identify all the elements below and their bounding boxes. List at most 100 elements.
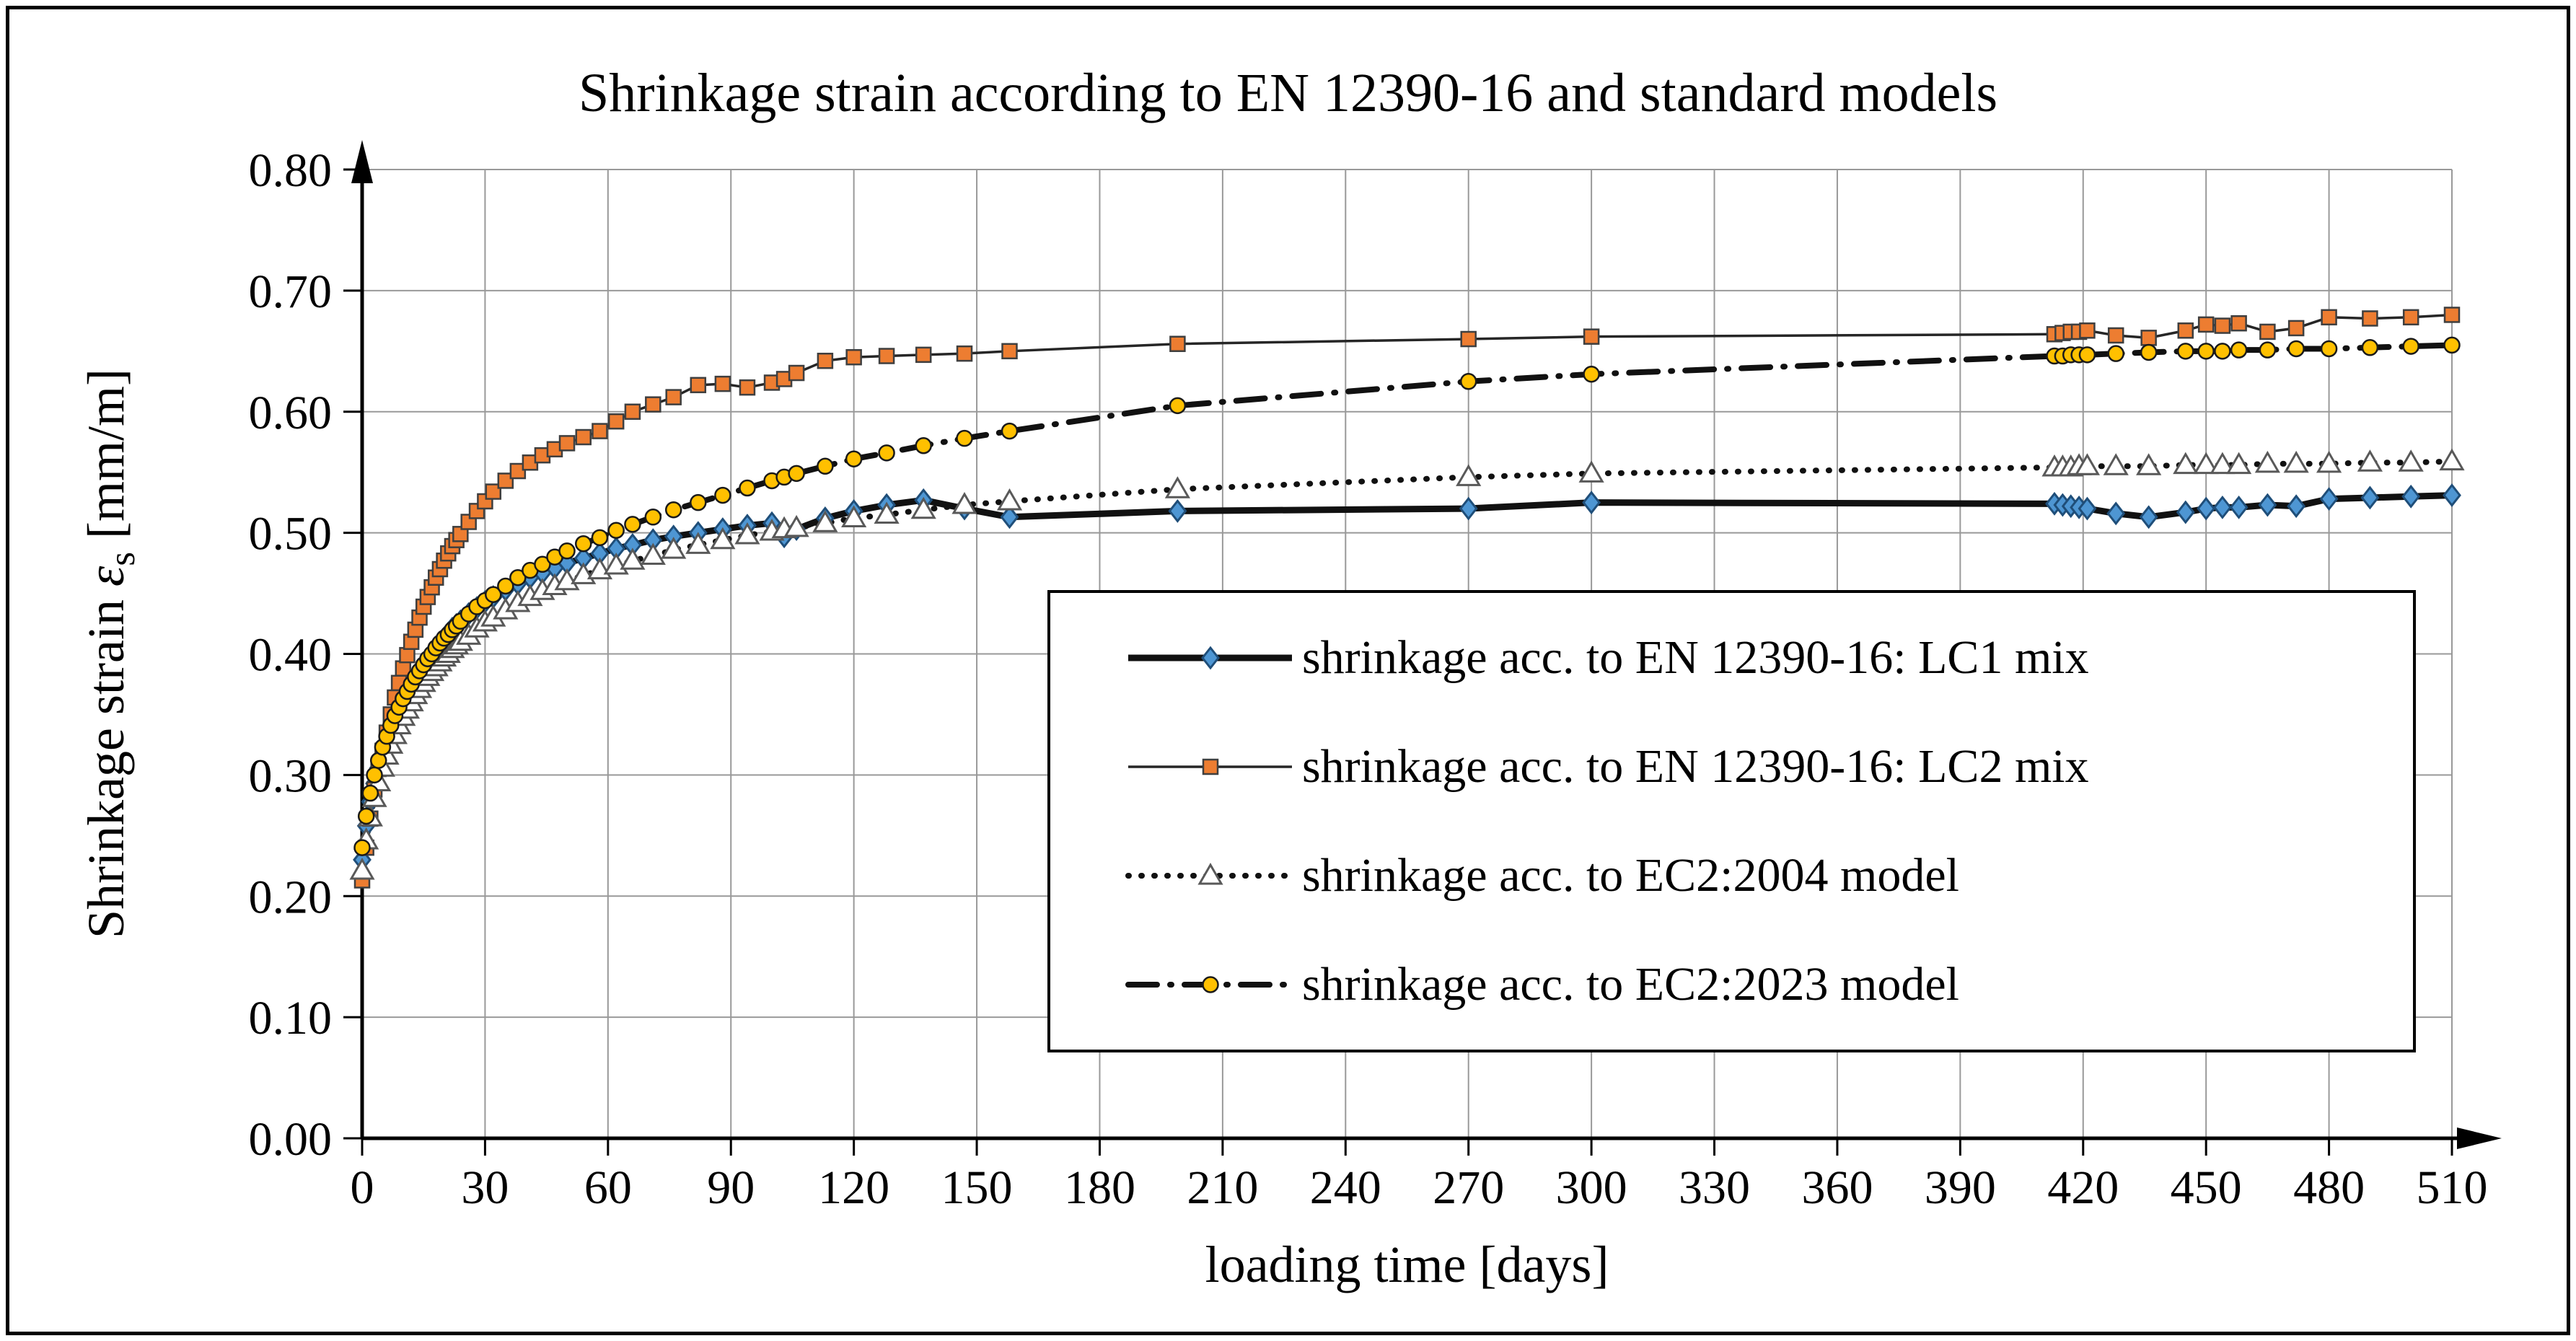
circle-marker [497,577,514,595]
diamond-marker [2401,484,2421,509]
square-marker [607,413,625,430]
circle-marker [2443,336,2461,354]
diamond-legend-marker-icon [1201,646,1220,670]
x-tick-label: 420 [2047,1161,2119,1214]
square-marker [2259,323,2276,340]
circle-marker [485,586,502,603]
series-markers-1 [353,307,2461,889]
y-tick-label: 0.60 [249,387,333,439]
diamond-marker [1000,505,1019,529]
chart-title: Shrinkage strain according to EN 12390-1… [578,63,1998,123]
series-markers-3 [353,336,2461,856]
diamond-marker [2078,496,2097,521]
y-tick-label: 0.70 [249,265,333,318]
circle-marker [739,479,756,497]
legend-swatch-ec2004 [1125,863,1295,885]
legend-label-ec2023: shrinkage acc. to EC2:2023 model [1302,958,1959,1011]
triangle-marker [2398,449,2424,472]
circle-marker [1001,422,1019,440]
legend-row-ec2004: shrinkage acc. to EC2:2004 model [1125,848,2413,903]
square-marker [817,352,834,369]
chart-border-frame [6,6,2570,1335]
square-marker [845,348,862,366]
x-tick-label: 90 [707,1161,755,1214]
circle-marker [366,766,383,784]
triangle-marker [349,857,375,880]
square-marker [592,423,608,439]
square-marker [2177,322,2194,339]
square-marker [624,403,641,420]
diamond-marker [2139,505,2158,529]
triangle-marker [951,492,977,514]
square-marker [399,646,416,664]
diamond-marker [1168,498,1187,523]
circle-marker [664,501,682,519]
circle-legend-marker-icon [1202,976,1219,994]
square-marker [2140,330,2157,346]
square-marker [665,389,682,405]
circle-marker [2177,343,2194,360]
legend-label-ec2004: shrinkage acc. to EC2:2004 model [1302,849,1959,902]
square-marker [2362,310,2378,327]
triangle-marker [685,532,711,554]
x-tick-label: 60 [584,1161,632,1214]
diamond-marker [2106,501,2126,526]
circle-marker [2197,343,2215,360]
diamond-marker [2212,495,2232,519]
triangle-marker [2173,452,2199,475]
legend-label-lc1: shrinkage acc. to EN 12390-16: LC1 mix [1302,630,2089,684]
circle-marker [690,493,707,511]
x-tick-label: 450 [2171,1161,2242,1214]
diamond-marker [2443,483,2461,508]
square-marker [1583,328,1600,345]
x-axis-arrow-icon [2457,1127,2502,1149]
circle-marker [624,516,641,533]
square-marker [2402,309,2419,326]
triangle-marker [783,514,809,537]
square-marker [2287,320,2305,337]
triangle-marker [2103,453,2129,475]
square-legend-marker-icon [1202,758,1219,775]
square-marker [2230,315,2247,332]
y-tick-label: 0.20 [249,871,333,923]
x-tick-label: 300 [1556,1161,1627,1214]
triangle-marker [2210,452,2236,475]
x-tick-label: 180 [1064,1161,1135,1214]
circle-marker [558,542,576,560]
legend-row-lc1: shrinkage acc. to EN 12390-16: LC1 mix [1125,630,2413,685]
diamond-marker [2258,493,2277,517]
diamond-marker [2287,494,2306,519]
square-marker [2443,307,2461,323]
circle-marker [2320,340,2338,358]
circle-marker [357,807,375,825]
legend-label-lc2: shrinkage acc. to EN 12390-16: LC2 mix [1302,739,2089,793]
triangle-marker [710,527,736,550]
circle-marker [361,784,379,802]
triangle-marker [1578,460,1604,483]
triangle-marker [2283,450,2309,473]
y-tick-label: 0.30 [249,749,333,802]
x-axis-title: loading time [days] [1205,1236,1609,1293]
x-tick-label: 270 [1433,1161,1504,1214]
x-tick-label: 330 [1679,1161,1750,1214]
x-tick-label: 0 [351,1161,374,1214]
legend-swatch-lc1 [1128,646,1292,670]
series-markers-2 [349,448,2465,880]
x-tick-label: 210 [1187,1161,1258,1214]
square-marker [878,348,895,364]
square-marker [915,346,932,364]
circle-marker [644,509,662,526]
y-tick-label: 0.40 [249,629,333,682]
square-marker [714,375,731,392]
x-tick-label: 30 [461,1161,509,1214]
y-tick-label: 0.10 [249,992,333,1045]
circle-marker [2078,346,2096,364]
circle-marker [2214,343,2231,360]
legend-swatch-ec2023 [1125,976,1295,994]
circle-marker [915,437,932,454]
square-marker [485,483,502,500]
diamond-marker [2319,487,2339,511]
square-marker [788,364,805,382]
triangle-marker [1164,476,1190,498]
